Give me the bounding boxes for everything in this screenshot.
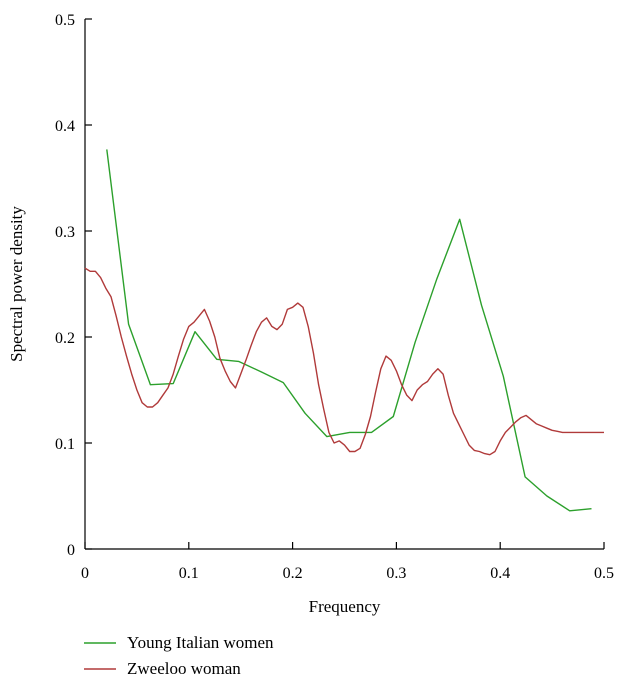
x-tick-label: 0.1 (179, 565, 199, 582)
x-tick-label: 0.4 (490, 565, 510, 582)
plot-axes (84, 19, 604, 550)
series-line-young-italian-women (106, 149, 592, 512)
y-tick-label: 0.4 (55, 118, 75, 135)
x-tick-label: 0.2 (283, 565, 303, 582)
y-axis-ticks: 0 0.1 0.2 0.3 0.4 0.5 (55, 12, 92, 559)
chart-legend: Young Italian women Zweeloo woman (84, 633, 274, 678)
y-axis-title: Spectral power density (7, 206, 26, 362)
x-axis-ticks: 0 0.1 0.2 0.3 0.4 0.5 (81, 542, 614, 582)
legend-label-zweeloo-woman: Zweeloo woman (127, 659, 241, 678)
x-tick-label: 0.3 (386, 565, 406, 582)
y-tick-label: 0 (67, 542, 75, 559)
series-layer (84, 149, 604, 512)
y-tick-label: 0.1 (55, 436, 75, 453)
y-tick-label: 0.3 (55, 224, 75, 241)
y-tick-label: 0.5 (55, 12, 75, 29)
x-axis-title: Frequency (309, 597, 381, 616)
series-line-zweeloo-woman (84, 267, 604, 456)
x-tick-label: 0 (81, 565, 89, 582)
y-tick-label: 0.2 (55, 330, 75, 347)
x-tick-label: 0.5 (594, 565, 614, 582)
legend-label-young-italian-women: Young Italian women (127, 633, 274, 652)
